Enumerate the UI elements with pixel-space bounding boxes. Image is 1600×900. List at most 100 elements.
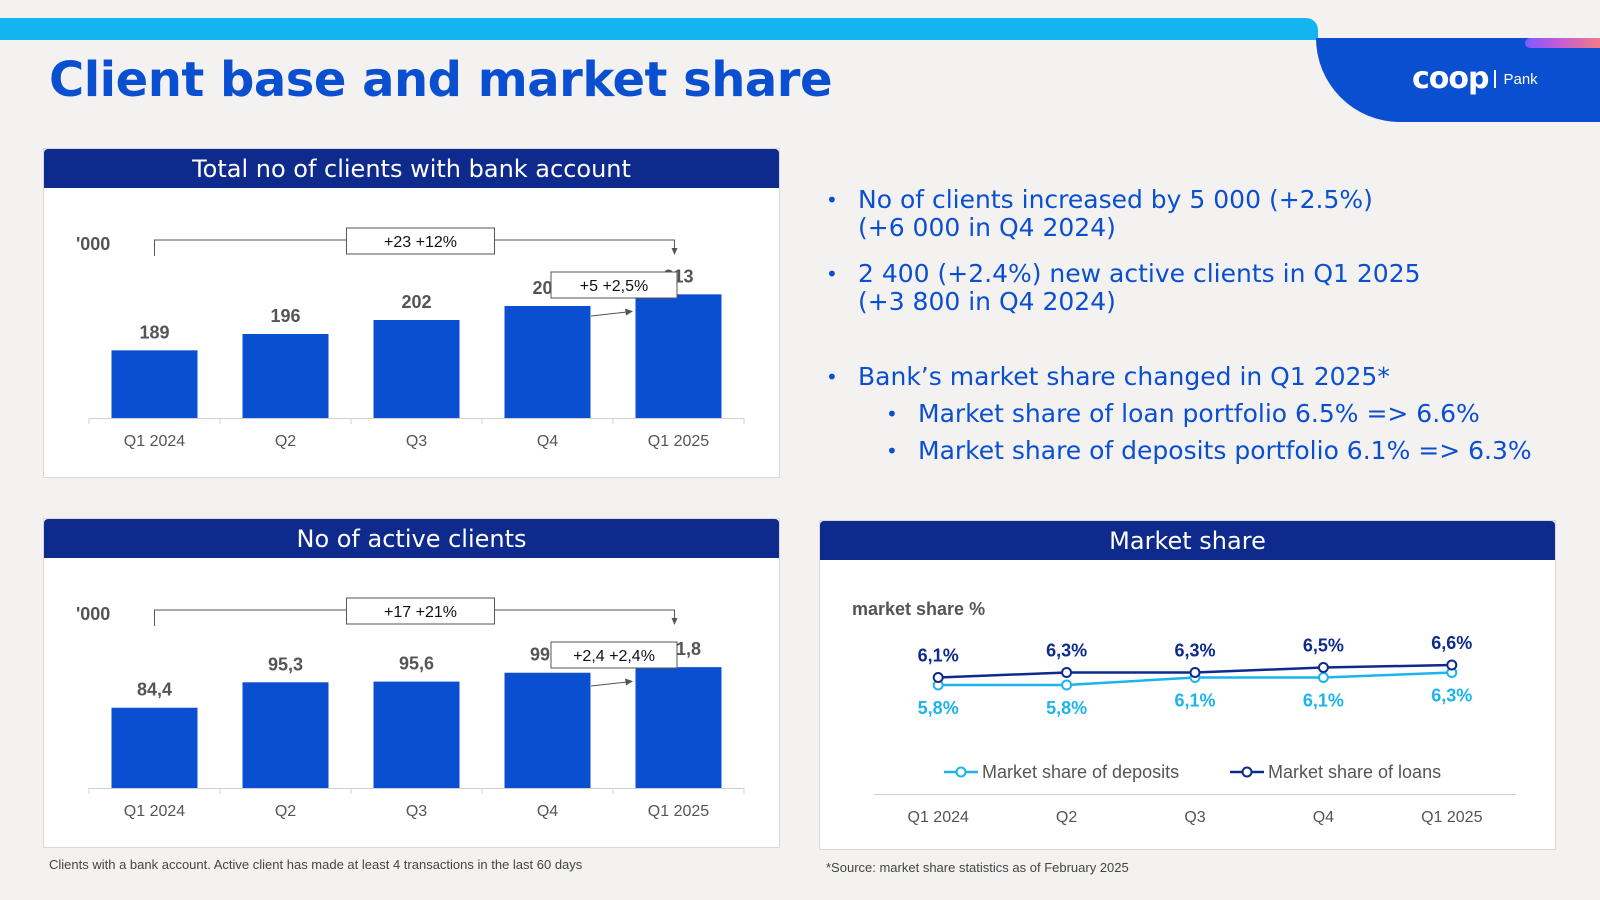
market-share-line-chart: market share % 5,8% 5,8% 6,1% 6,1% 6,3% 6,1% 6,… <box>852 599 1516 826</box>
category-label-4: Q1 2025 <box>1421 809 1482 826</box>
footnote-left: Clients with a bank account. Active clie… <box>49 857 583 872</box>
data-label-1-0: 6,1% <box>918 646 959 666</box>
clients-panel-header: Total no of clients with bank account <box>44 149 779 188</box>
total-change-label: +23 +12% <box>384 234 457 251</box>
top-accent-bar <box>0 18 1318 40</box>
value-label-2: 95,6 <box>399 654 434 674</box>
unit-label: '000 <box>76 604 110 624</box>
bar-1 <box>242 682 329 788</box>
bullet-deposit-share: • Market share of deposits portfolio 6.1… <box>886 437 1532 465</box>
bullet-dot: • <box>826 188 838 212</box>
bullet-text: 2 400 (+2.4%) new active clients in Q1 2… <box>858 259 1421 288</box>
point-1-1 <box>1061 667 1073 678</box>
logo-separator <box>1494 70 1497 88</box>
bullet-text: Market share of loan portfolio 6.5% => 6… <box>918 399 1480 428</box>
page-title: Client base and market share <box>49 52 833 108</box>
value-label-0: 84,4 <box>137 680 172 700</box>
point-0-1 <box>1061 679 1073 691</box>
quarter-change-arrow-line <box>590 311 628 317</box>
category-label-2: Q3 <box>406 433 427 450</box>
bullet-clients-increase: • No of clients increased by 5 000 (+2.5… <box>826 186 1373 242</box>
quarter-change-arrow-head <box>625 308 633 316</box>
category-label-1: Q2 <box>1056 809 1077 826</box>
data-label-0-3: 6,1% <box>1303 691 1344 711</box>
bar-2 <box>373 681 460 788</box>
category-label-0: Q1 2024 <box>124 433 185 450</box>
bullet-active-clients: • 2 400 (+2.4%) new active clients in Q1… <box>826 260 1421 316</box>
value-label-1: 196 <box>270 306 300 326</box>
total-change-box <box>346 227 495 255</box>
category-label-0: Q1 2024 <box>908 809 969 826</box>
data-label-1-2: 6,3% <box>1174 641 1215 661</box>
data-label-1-1: 6,3% <box>1046 641 1087 661</box>
bullet-text: Bank’s market share changed in Q1 2025* <box>858 362 1390 391</box>
value-label-1: 95,3 <box>268 654 303 674</box>
bullet-dot: • <box>826 365 838 389</box>
bar-3 <box>504 672 591 788</box>
data-label-0-1: 5,8% <box>1046 698 1087 718</box>
quarter-change-label: +5 +2,5% <box>580 278 649 295</box>
quarter-change-arrow-head <box>625 678 633 686</box>
quarter-change-label: +2,4 +2,4% <box>573 648 655 665</box>
data-label-0-0: 5,8% <box>918 698 959 718</box>
bullet-dot: • <box>886 402 898 426</box>
brand-stripe <box>1525 38 1600 48</box>
bar-0 <box>111 707 198 788</box>
bar-1 <box>242 334 329 418</box>
data-label-1-3: 6,5% <box>1303 636 1344 656</box>
category-label-0: Q1 2024 <box>124 803 185 820</box>
bullet-loan-share: • Market share of loan portfolio 6.5% =>… <box>886 400 1480 428</box>
data-label-0-2: 6,1% <box>1174 691 1215 711</box>
quarter-change-arrow-line <box>590 681 628 687</box>
value-label-0: 189 <box>139 322 169 342</box>
data-label-0-4: 6,3% <box>1431 686 1472 706</box>
point-0-3 <box>1317 672 1329 683</box>
category-label-4: Q1 2025 <box>648 433 709 450</box>
active-clients-panel-header: No of active clients <box>44 519 779 558</box>
bullet-dot: • <box>886 439 898 463</box>
footnote-right: *Source: market share statistics as of F… <box>826 860 1129 875</box>
category-label-2: Q3 <box>1184 809 1205 826</box>
bullet-text: No of clients increased by 5 000 (+2.5%) <box>858 185 1373 214</box>
point-1-2 <box>1189 667 1201 678</box>
bar-4 <box>635 667 722 788</box>
market-share-panel: Market share market share % 5,8% 5,8% 6,1% 6… <box>819 520 1556 850</box>
bullet-market-share: • Bank’s market share changed in Q1 2025… <box>826 363 1390 391</box>
point-1-3 <box>1317 662 1329 673</box>
total-change-arrow <box>671 248 678 255</box>
bullet-dot: • <box>826 262 838 286</box>
bullet-text: (+6 000 in Q4 2024) <box>858 213 1116 242</box>
bullet-text: (+3 800 in Q4 2024) <box>858 287 1116 316</box>
unit-label: '000 <box>76 234 110 254</box>
category-label-2: Q3 <box>406 803 427 820</box>
legend-swatch-marker-1 <box>1241 766 1253 778</box>
quarter-change-box <box>550 271 678 299</box>
data-label-1-4: 6,6% <box>1431 633 1472 653</box>
category-label-1: Q2 <box>275 803 296 820</box>
bar-2 <box>373 320 460 418</box>
bar-0 <box>111 350 198 418</box>
coop-pank-logo: coop Pank <box>1412 64 1538 94</box>
point-1-4 <box>1446 659 1458 671</box>
category-label-3: Q4 <box>1313 809 1334 826</box>
market-share-panel-header: Market share <box>820 521 1555 560</box>
point-1-0 <box>932 672 944 683</box>
value-label-2: 202 <box>401 292 431 312</box>
bar-4 <box>635 294 722 418</box>
total-change-label: +17 +21% <box>384 604 457 621</box>
category-label-3: Q4 <box>537 433 558 450</box>
category-label-4: Q1 2025 <box>648 803 709 820</box>
legend-label-1: Market share of loans <box>1268 762 1441 782</box>
clients-panel: Total no of clients with bank account '0… <box>43 148 780 478</box>
legend-swatch-marker-0 <box>955 766 967 778</box>
bar-3 <box>504 306 591 418</box>
y-axis-label: market share % <box>852 599 985 619</box>
bullet-text: Market share of deposits portfolio 6.1% … <box>918 436 1532 465</box>
legend-label-0: Market share of deposits <box>982 762 1179 782</box>
quarter-change-box <box>550 641 678 669</box>
category-label-3: Q4 <box>537 803 558 820</box>
brand-corner <box>1316 38 1600 122</box>
active-clients-panel: No of active clients '000 84,4 Q1 2024 95,3… <box>43 518 780 848</box>
